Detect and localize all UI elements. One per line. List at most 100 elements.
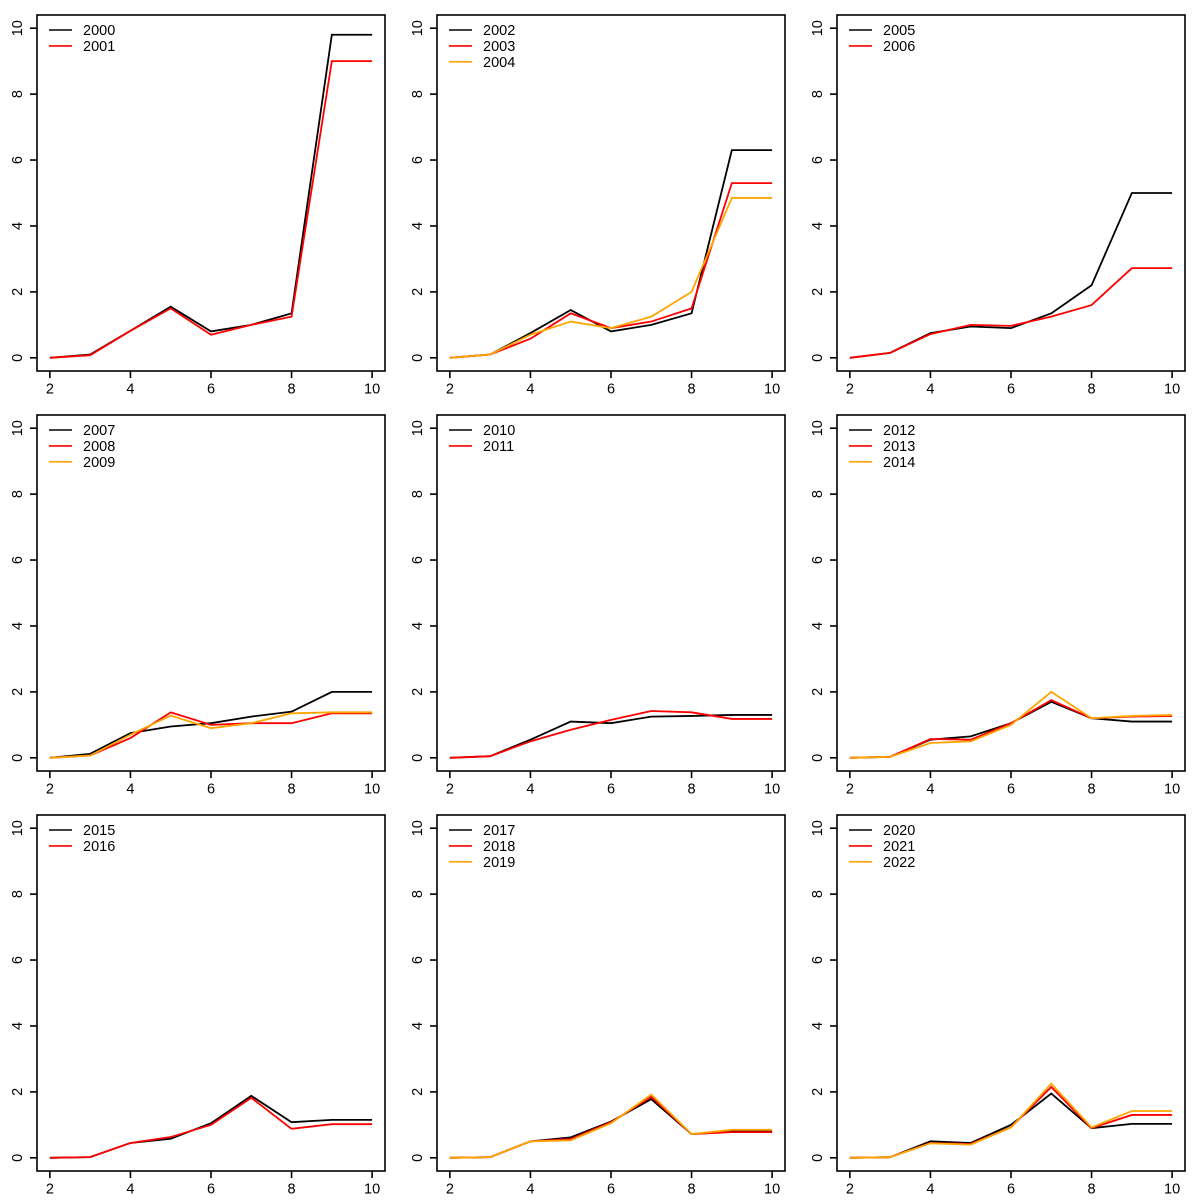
x-tick-label: 8 bbox=[288, 1182, 296, 1198]
y-tick-label: 0 bbox=[10, 754, 26, 762]
x-tick-label: 10 bbox=[364, 382, 380, 398]
y-tick-label: 0 bbox=[410, 1154, 426, 1162]
x-tick-label: 6 bbox=[1007, 1182, 1015, 1198]
series-line-2015 bbox=[49, 1094, 373, 1159]
y-tick-label: 4 bbox=[810, 1022, 826, 1030]
legend-label-2021: 2021 bbox=[883, 839, 915, 855]
y-tick-label: 2 bbox=[810, 288, 826, 296]
series-line-2020 bbox=[849, 1092, 1173, 1159]
y-tick-label: 0 bbox=[810, 1154, 826, 1162]
legend-label-2000: 2000 bbox=[83, 23, 115, 39]
y-tick-label: 4 bbox=[10, 1022, 26, 1030]
x-tick-label: 2 bbox=[46, 382, 54, 398]
legend-label-2014: 2014 bbox=[883, 455, 915, 471]
y-tick-label: 8 bbox=[410, 90, 426, 98]
legend-label-2006: 2006 bbox=[883, 39, 915, 55]
x-tick-label: 4 bbox=[126, 1182, 134, 1198]
legend-label-2011: 2011 bbox=[483, 439, 514, 455]
y-tick-label: 4 bbox=[10, 622, 26, 630]
x-tick-label: 2 bbox=[446, 782, 454, 798]
y-tick-label: 2 bbox=[410, 688, 426, 696]
y-tick-label: 10 bbox=[10, 820, 26, 836]
series-line-2001 bbox=[49, 60, 373, 359]
legend-label-2018: 2018 bbox=[483, 839, 515, 855]
x-tick-label: 2 bbox=[446, 382, 454, 398]
legend-label-2009: 2009 bbox=[83, 455, 115, 471]
plot-box bbox=[36, 14, 386, 372]
legend-label-2007: 2007 bbox=[83, 423, 115, 439]
y-tick-label: 6 bbox=[10, 956, 26, 964]
legend-label-2013: 2013 bbox=[883, 439, 915, 455]
series-line-2022 bbox=[849, 1082, 1173, 1159]
legend-label-2016: 2016 bbox=[83, 839, 115, 855]
y-tick-label: 2 bbox=[810, 688, 826, 696]
x-tick-label: 2 bbox=[846, 1182, 854, 1198]
series-line-2008 bbox=[49, 711, 373, 759]
y-tick-label: 0 bbox=[10, 1154, 26, 1162]
series-line-2002 bbox=[449, 149, 773, 359]
series-line-2012 bbox=[849, 700, 1173, 759]
y-tick-label: 0 bbox=[410, 754, 426, 762]
y-tick-label: 6 bbox=[10, 556, 26, 564]
x-tick-label: 10 bbox=[1164, 382, 1180, 398]
legend-label-2017: 2017 bbox=[483, 823, 515, 839]
y-tick-label: 2 bbox=[410, 288, 426, 296]
series-line-2011 bbox=[449, 710, 773, 759]
x-tick-label: 10 bbox=[764, 782, 780, 798]
x-tick-label: 8 bbox=[688, 382, 696, 398]
x-tick-label: 6 bbox=[607, 382, 615, 398]
y-tick-label: 8 bbox=[10, 490, 26, 498]
x-tick-label: 2 bbox=[846, 782, 854, 798]
series-line-2014 bbox=[849, 690, 1173, 759]
legend-label-2020: 2020 bbox=[883, 823, 915, 839]
y-tick-label: 2 bbox=[10, 1088, 26, 1096]
legend-label-2012: 2012 bbox=[883, 423, 915, 439]
x-tick-label: 4 bbox=[126, 382, 134, 398]
x-tick-label: 8 bbox=[1088, 782, 1096, 798]
series-line-2004 bbox=[449, 197, 773, 359]
x-tick-label: 6 bbox=[207, 1182, 215, 1198]
x-tick-label: 8 bbox=[688, 782, 696, 798]
y-tick-label: 8 bbox=[410, 890, 426, 898]
plot-box bbox=[36, 814, 386, 1172]
y-tick-label: 10 bbox=[810, 20, 826, 36]
y-tick-label: 6 bbox=[810, 956, 826, 964]
x-tick-label: 4 bbox=[126, 782, 134, 798]
y-tick-label: 2 bbox=[10, 288, 26, 296]
series-line-2016 bbox=[49, 1096, 373, 1159]
x-tick-label: 8 bbox=[688, 1182, 696, 1198]
x-tick-label: 2 bbox=[846, 382, 854, 398]
y-tick-label: 4 bbox=[810, 222, 826, 230]
x-tick-label: 6 bbox=[207, 382, 215, 398]
x-tick-label: 10 bbox=[764, 382, 780, 398]
series-line-2000 bbox=[49, 33, 373, 359]
series-line-2006 bbox=[849, 267, 1173, 359]
x-tick-label: 6 bbox=[607, 1182, 615, 1198]
series-line-2021 bbox=[849, 1085, 1173, 1159]
series-line-2017 bbox=[449, 1098, 773, 1159]
x-tick-label: 6 bbox=[1007, 782, 1015, 798]
y-tick-label: 10 bbox=[810, 820, 826, 836]
y-tick-label: 6 bbox=[410, 956, 426, 964]
x-tick-label: 4 bbox=[926, 782, 934, 798]
y-tick-label: 8 bbox=[810, 890, 826, 898]
series-line-2007 bbox=[49, 690, 373, 759]
legend-label-2008: 2008 bbox=[83, 439, 115, 455]
x-tick-label: 4 bbox=[926, 382, 934, 398]
legend-label-2019: 2019 bbox=[483, 855, 515, 871]
y-tick-label: 0 bbox=[810, 354, 826, 362]
y-tick-label: 8 bbox=[410, 490, 426, 498]
x-tick-label: 4 bbox=[926, 1182, 934, 1198]
y-tick-label: 8 bbox=[10, 890, 26, 898]
y-tick-label: 0 bbox=[810, 754, 826, 762]
y-tick-label: 8 bbox=[810, 490, 826, 498]
y-tick-label: 2 bbox=[410, 1088, 426, 1096]
